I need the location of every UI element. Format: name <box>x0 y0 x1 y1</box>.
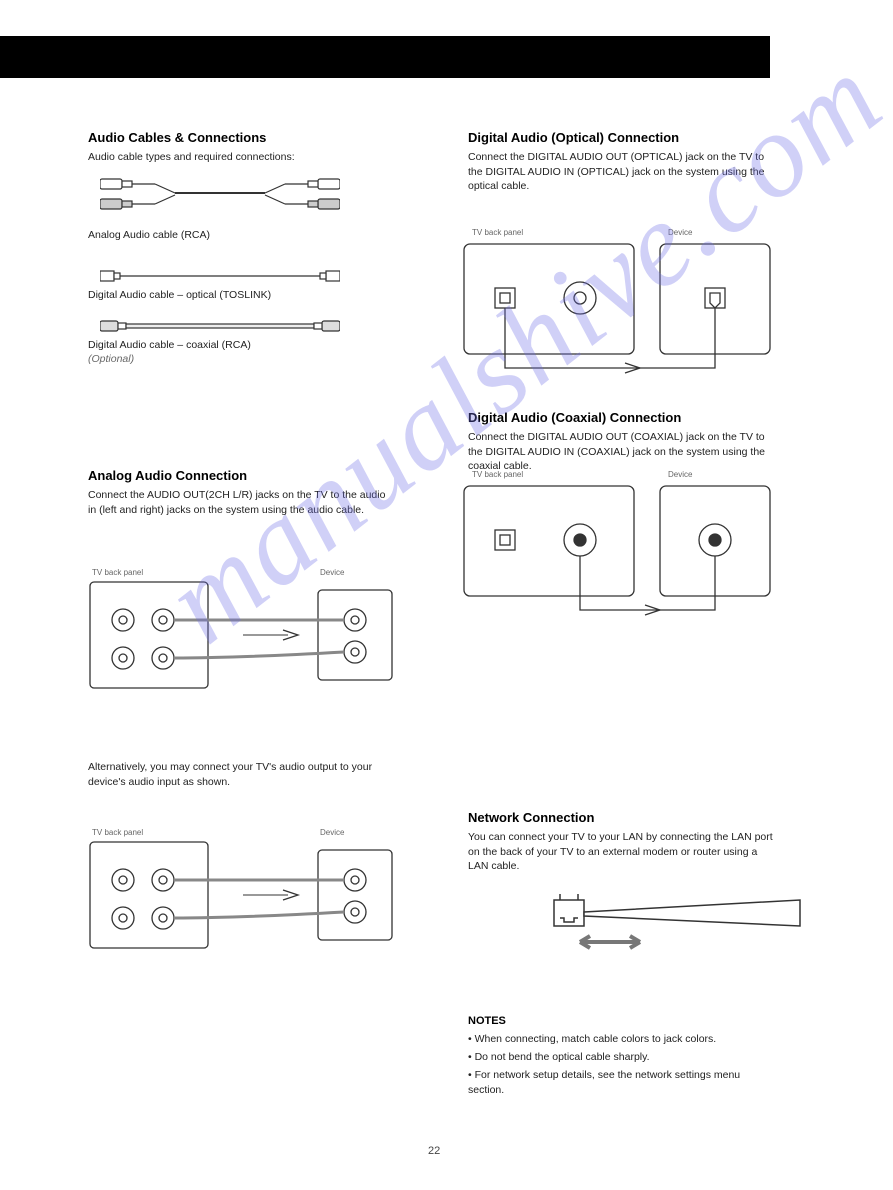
diag2-dev-label: Device <box>320 828 344 837</box>
coax-body1: Connect the DIGITAL AUDIO OUT (COAXIAL) … <box>468 430 778 474</box>
page-number: 22 <box>428 1145 440 1157</box>
optical-cable-illustration <box>100 268 340 286</box>
diag-opt-tv-label: TV back panel <box>472 228 523 237</box>
optical-connection-diagram <box>460 240 780 380</box>
digital-body1: Connect the DIGITAL AUDIO OUT (OPTICAL) … <box>468 150 778 194</box>
optical-cable-label: Digital Audio cable – optical (TOSLINK) <box>88 288 271 303</box>
note-3: • For network setup details, see the net… <box>468 1068 778 1097</box>
cables-intro: Audio cable types and required connectio… <box>88 150 348 165</box>
analog-body1: Connect the AUDIO OUT(2CH L/R) jacks on … <box>88 488 388 517</box>
analog-connection-diagram-2 <box>88 840 398 960</box>
diag2-tv-label: TV back panel <box>92 828 143 837</box>
diag-coax-dev-label: Device <box>668 470 692 479</box>
header-black-bar <box>0 36 770 78</box>
network-title: Network Connection <box>468 810 594 825</box>
analog-connection-diagram <box>88 580 398 700</box>
diag1-dev-label: Device <box>320 568 344 577</box>
cable-optional-note: (Optional) <box>88 352 134 367</box>
note-2: • Do not bend the optical cable sharply. <box>468 1050 778 1065</box>
cables-title: Audio Cables & Connections <box>88 130 266 145</box>
coax-title: Digital Audio (Coaxial) Connection <box>468 410 681 425</box>
diag-opt-dev-label: Device <box>668 228 692 237</box>
analog-cable-illustration <box>100 175 340 225</box>
coax-cable-label: Digital Audio cable – coaxial (RCA) <box>88 338 251 353</box>
network-body: You can connect your TV to your LAN by c… <box>468 830 778 874</box>
notes-title: NOTES <box>468 1015 506 1027</box>
analog-section-title: Analog Audio Connection <box>88 468 247 483</box>
diag-coax-tv-label: TV back panel <box>472 470 523 479</box>
diag1-tv-label: TV back panel <box>92 568 143 577</box>
analog-cable-label: Analog Audio cable (RCA) <box>88 228 210 243</box>
coax-cable-illustration <box>100 318 340 336</box>
coaxial-connection-diagram <box>460 482 780 622</box>
alt-body: Alternatively, you may connect your TV's… <box>88 760 388 789</box>
digital-title: Digital Audio (Optical) Connection <box>468 130 679 145</box>
note-1: • When connecting, match cable colors to… <box>468 1032 778 1047</box>
lan-connection-diagram <box>550 888 810 958</box>
